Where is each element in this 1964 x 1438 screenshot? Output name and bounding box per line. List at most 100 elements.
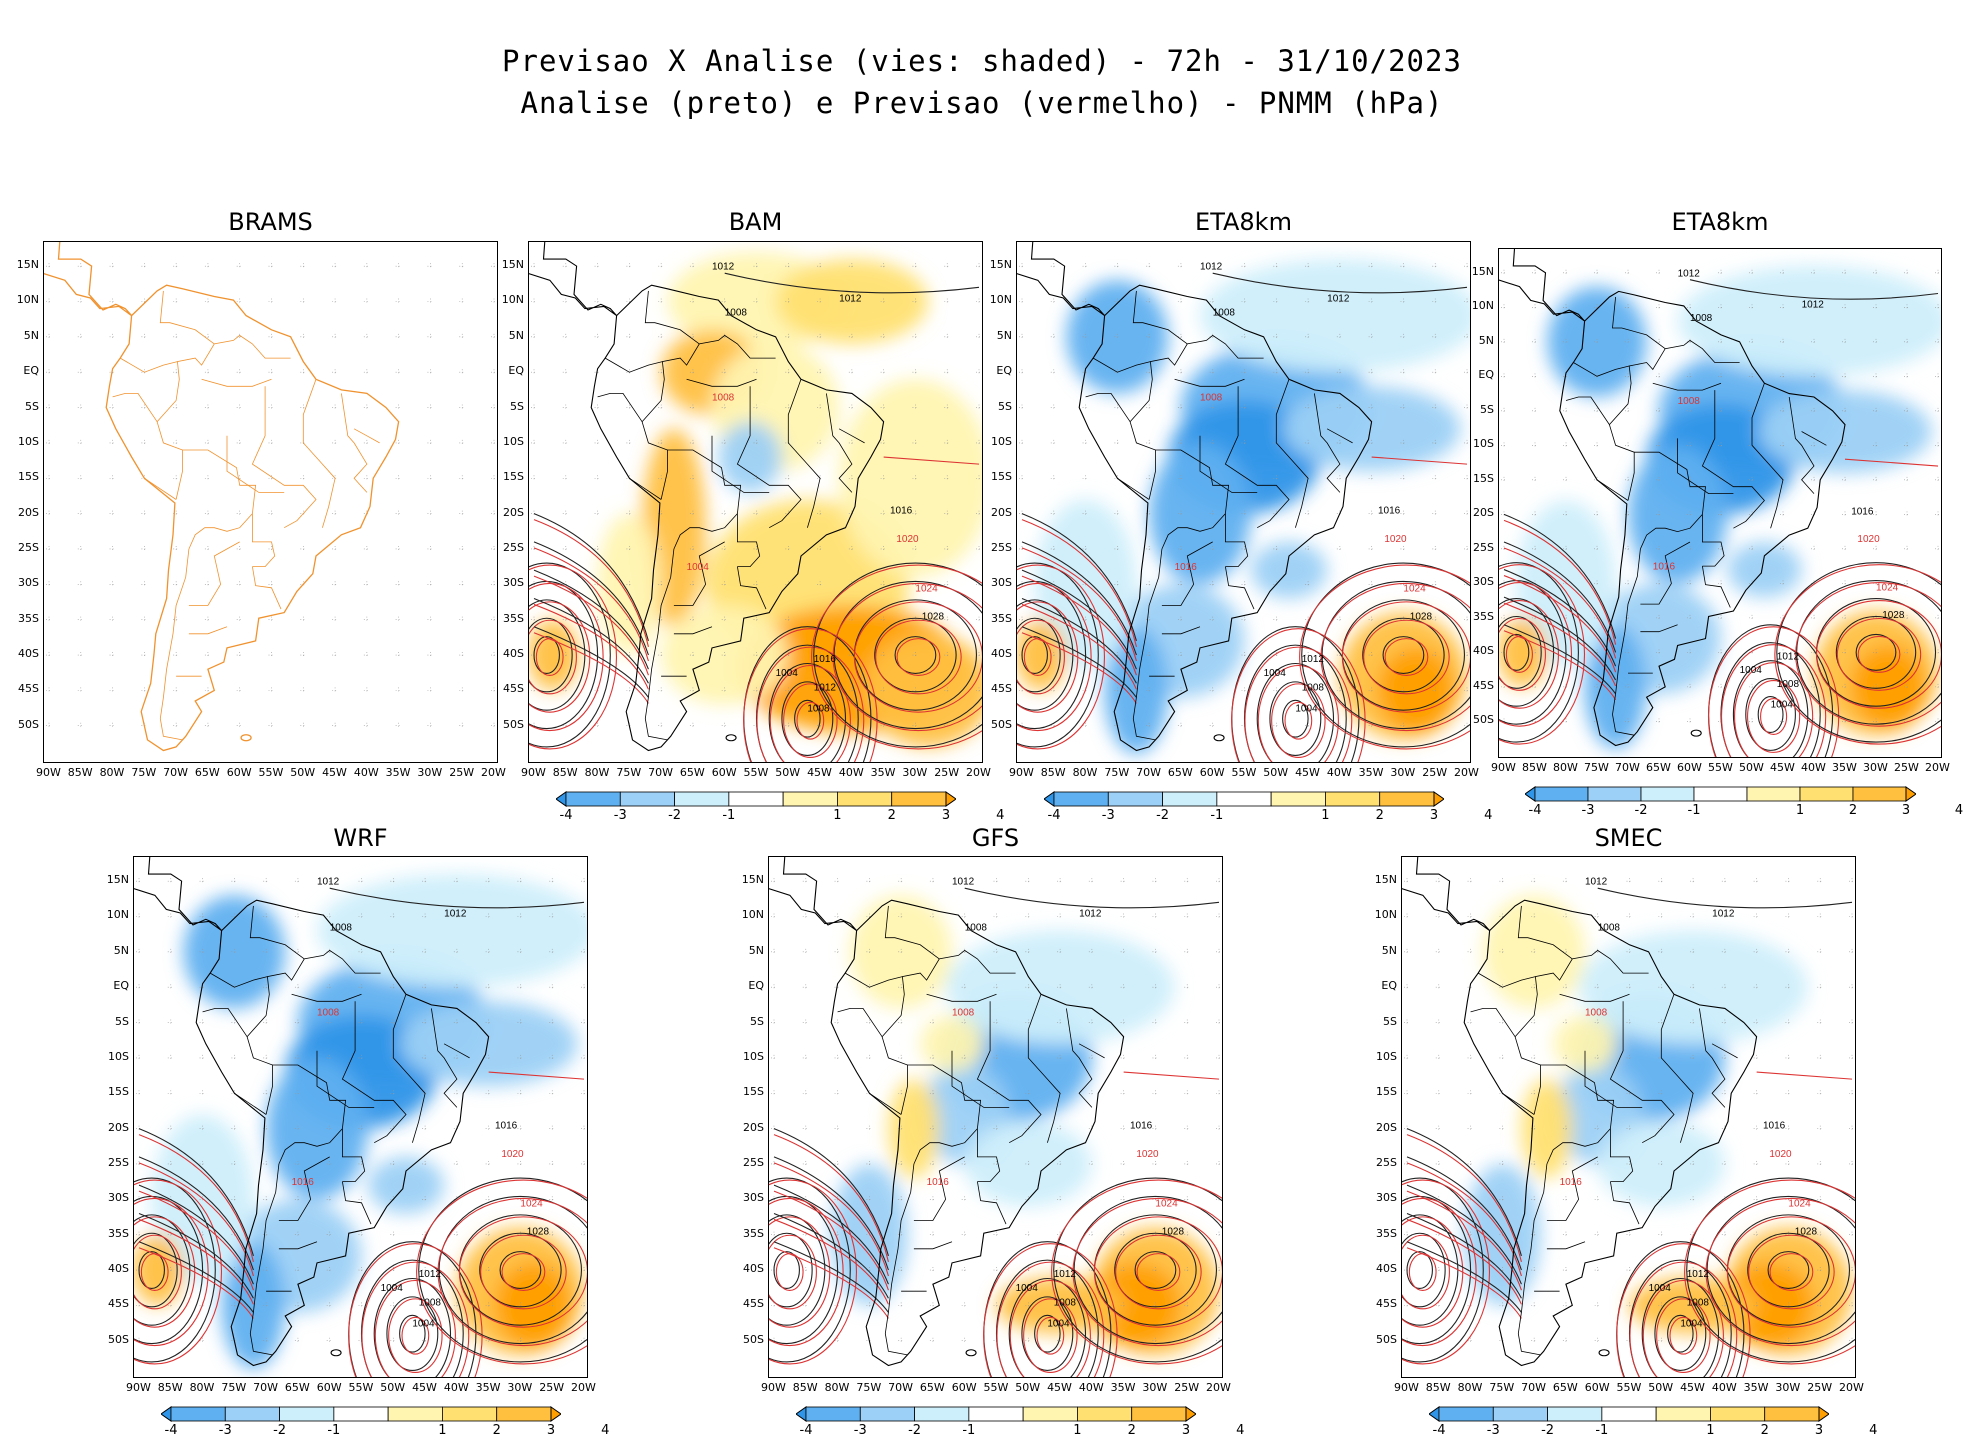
latitude-label: 15N (1374, 873, 1397, 887)
longitude-label: 45W (1295, 766, 1320, 779)
colorbar-tick-label: -2 (1634, 803, 1648, 818)
longitude-label: 65W (919, 1381, 945, 1394)
analysis-isobar (329, 887, 585, 909)
border-line (1788, 396, 1815, 494)
analysis-isobar (1689, 279, 1939, 300)
forecast-isobar (1734, 662, 1814, 757)
forecast-isobar (1857, 635, 1901, 673)
colorbar-swatch (1547, 1406, 1603, 1422)
forecast-isobar (1257, 664, 1339, 762)
border-line (1092, 357, 1151, 373)
latitude-label: 45S (1473, 678, 1494, 692)
colorbar-tick-label: 4 (1484, 808, 1493, 823)
colorbar-tick-label: 1 (1706, 1423, 1715, 1438)
forecast-isobar (458, 1216, 587, 1328)
border-line (302, 379, 336, 528)
forecast-isobar (769, 664, 851, 762)
forecast-isobar (138, 1162, 254, 1277)
border-line (201, 378, 272, 387)
analysis-isobar (1021, 636, 1048, 674)
forecast-isobar (1402, 1234, 1450, 1310)
contour-label: 1004 (1740, 665, 1763, 676)
forecast-isobar (1284, 701, 1313, 740)
longitude-label: 50W (380, 1381, 406, 1394)
analysis-isobar (1406, 1241, 1522, 1313)
border-line (1702, 566, 1731, 608)
contour-label: 1016 (927, 1177, 950, 1188)
forecast-isobar (996, 1261, 1105, 1377)
latitude-label: 50S (503, 717, 524, 731)
border-line (1225, 566, 1255, 610)
bias-colorbar (556, 791, 956, 807)
analysis-isobar (1021, 597, 1137, 684)
coastlines (769, 857, 1125, 1367)
latitude-label: 40S (743, 1262, 764, 1275)
latitude-label: 15S (1376, 1085, 1397, 1099)
latitude-label: 15S (108, 1085, 129, 1099)
border-line (246, 949, 381, 1115)
analysis-isobar (1776, 562, 1941, 743)
border-line (1514, 949, 1649, 1115)
longitude-label: 25W (449, 766, 475, 779)
contour-label: 1004 (412, 1319, 435, 1330)
border-line (1161, 541, 1213, 606)
border-line (341, 393, 368, 493)
south-america-coast (1078, 284, 1373, 752)
bias-area (839, 379, 982, 578)
colorbar-tick-label: 2 (492, 1423, 501, 1438)
longitude-label: 25W (1807, 1381, 1833, 1394)
forecast-isobar (1836, 617, 1922, 691)
bias-area (134, 1234, 184, 1306)
forecast-isobar (529, 619, 577, 695)
colorbar-swatch (1325, 791, 1381, 807)
forecast-isobar (1748, 1234, 1835, 1310)
contour-label: 1008 (1678, 396, 1701, 407)
latitude-label: EQ (23, 364, 39, 378)
latitude-label: 35S (743, 1226, 764, 1240)
longitude-label: 55W (1616, 1381, 1642, 1394)
border-line (913, 1156, 965, 1221)
forecast-isobar (1115, 1234, 1202, 1310)
latitude-label: 40S (108, 1262, 129, 1275)
panel-title: BRAMS (228, 208, 313, 236)
border-line (341, 1001, 407, 1144)
latitude-label: 5S (25, 399, 39, 413)
colorbar-swatch (1534, 786, 1589, 802)
longitude-label: 45W (412, 1381, 437, 1394)
longitude-label: 55W (983, 1381, 1009, 1394)
border-line (443, 1043, 470, 1059)
bias-area (221, 1241, 286, 1369)
bias-shading (134, 874, 587, 1369)
latitude-label: 40S (18, 647, 39, 660)
contour-label: 1012 (419, 1269, 442, 1280)
colorbar-tick-label: -1 (1595, 1423, 1609, 1438)
bias-area (888, 1079, 940, 1179)
analysis-isobar (773, 1212, 889, 1299)
longitude-label: 85W (1425, 1381, 1451, 1394)
border-line (686, 378, 757, 387)
longitude-label: 80W (189, 1381, 215, 1394)
contour-label: 1016 (1851, 506, 1874, 517)
latitude-label: EQ (113, 979, 129, 993)
analysis-isobar (768, 662, 847, 762)
longitude-label: 40W (1801, 761, 1826, 774)
contour-label: 1028 (1882, 610, 1905, 621)
longitude-label: 90W (761, 1381, 786, 1394)
latitude-label: 25S (1376, 1155, 1397, 1169)
border-line (392, 994, 426, 1143)
colorbar-swatch (1818, 1406, 1829, 1422)
border-line (431, 1008, 458, 1108)
longitude-label: 30W (1863, 761, 1888, 774)
border-line (1640, 514, 1703, 550)
latitude-label: 10N (1374, 908, 1397, 922)
latitude-label: 35S (18, 611, 39, 625)
latitude-label: 5N (1381, 943, 1397, 957)
south-america-coast (1463, 899, 1758, 1367)
contour-label: 1024 (520, 1198, 543, 1209)
colorbar-swatch (674, 791, 730, 807)
panel-title: ETA8km (1671, 208, 1769, 236)
latitude-label: 30S (108, 1191, 129, 1205)
contour-label: 1016 (1763, 1121, 1786, 1132)
longitude-label: 75W (131, 766, 157, 779)
border-line (1608, 339, 1740, 501)
